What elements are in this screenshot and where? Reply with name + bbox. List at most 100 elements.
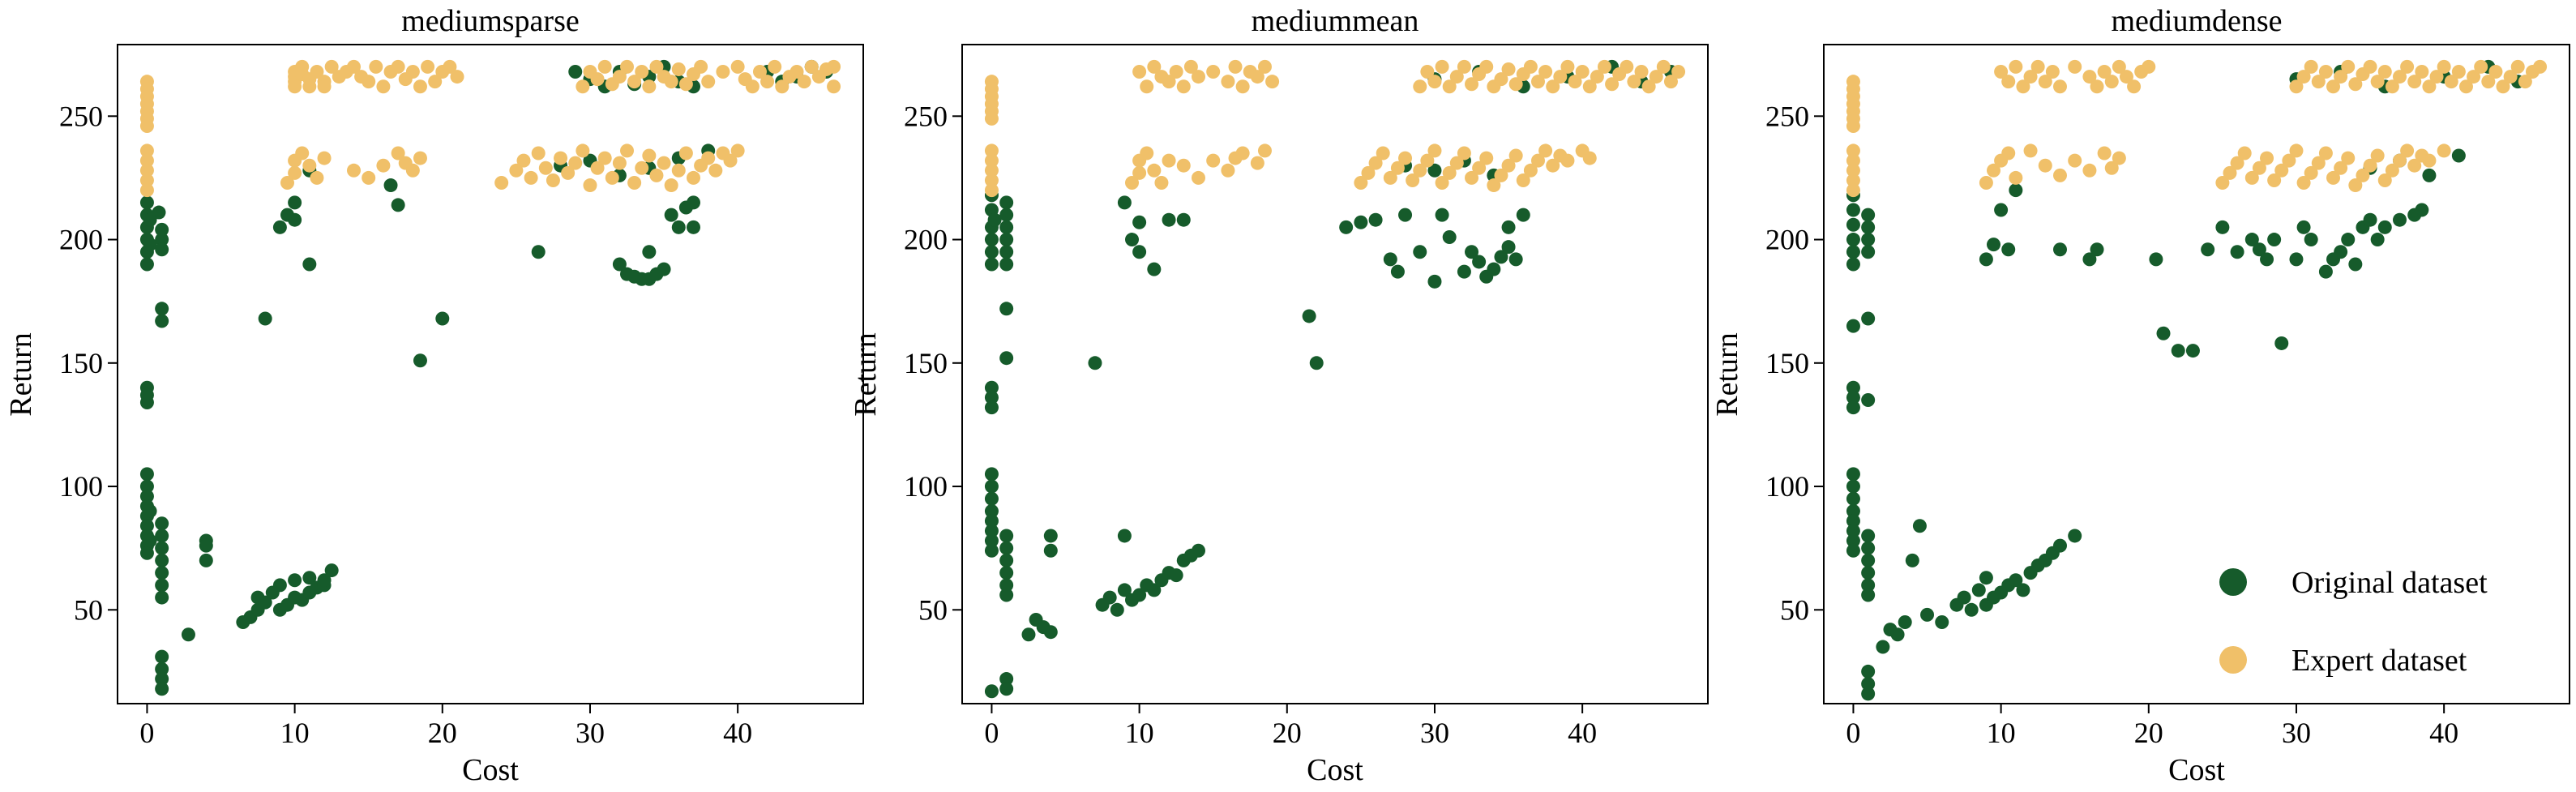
original-point xyxy=(139,519,154,533)
panel-mediumsparse: mediumsparse 0 10 20 30 40 50 100 150 200 250 Cos… xyxy=(4,4,864,787)
original-point xyxy=(1861,233,1876,247)
original-point xyxy=(391,198,405,212)
expert-point xyxy=(701,151,716,165)
expert-point xyxy=(280,176,295,191)
expert-point xyxy=(597,151,612,165)
original-point xyxy=(1861,245,1876,259)
original-point xyxy=(2149,252,2163,267)
original-point xyxy=(1339,220,1354,234)
x-axis-label: Cost xyxy=(462,753,519,787)
y-tick-label: 100 xyxy=(1765,470,1809,503)
expert-point xyxy=(554,151,568,165)
expert-point xyxy=(2326,79,2341,94)
expert-point xyxy=(2318,64,2333,79)
original-point xyxy=(139,195,154,210)
expert-point xyxy=(1530,75,1545,89)
original-point xyxy=(2289,252,2304,267)
original-point xyxy=(155,661,169,676)
expert-point xyxy=(310,170,324,185)
original-point xyxy=(152,205,166,220)
legend-item-expert: Expert dataset xyxy=(2219,644,2467,678)
original-point xyxy=(258,595,272,610)
expert-point xyxy=(701,75,716,89)
expert-point xyxy=(2341,151,2356,165)
original-point xyxy=(984,503,999,518)
expert-point xyxy=(1183,59,1198,74)
y-axis-label: Return xyxy=(4,332,38,416)
expert-point xyxy=(1582,79,1597,94)
original-point xyxy=(143,533,157,548)
expert-point xyxy=(1846,143,1860,158)
expert-point xyxy=(2104,75,2119,89)
expert-point xyxy=(413,151,427,165)
expert-point xyxy=(1620,59,1634,74)
original-point xyxy=(288,573,302,588)
original-point xyxy=(1501,220,1516,234)
expert-point xyxy=(649,168,664,182)
expert-point xyxy=(1449,70,1464,84)
expert-point xyxy=(2023,143,2038,158)
expert-point xyxy=(139,183,154,198)
original-point xyxy=(435,311,450,326)
original-point xyxy=(2090,242,2104,257)
original-point xyxy=(2370,233,2385,247)
original-point xyxy=(568,64,583,79)
expert-point xyxy=(1501,158,1516,173)
expert-point xyxy=(1140,146,1154,161)
expert-point xyxy=(421,59,435,74)
y-tick-label: 50 xyxy=(74,593,103,626)
original-point xyxy=(1021,627,1036,642)
expert-point xyxy=(1538,64,1553,79)
original-point xyxy=(2171,344,2185,358)
expert-point xyxy=(1501,62,1516,76)
original-point xyxy=(999,553,1014,567)
original-point xyxy=(2260,252,2274,267)
expert-point xyxy=(768,59,782,74)
expert-point xyxy=(1257,143,1272,158)
original-point xyxy=(999,578,1014,593)
expert-point xyxy=(2230,156,2244,170)
original-point xyxy=(1043,625,1058,640)
expert-point xyxy=(576,79,590,94)
legend: Original dataset Expert dataset xyxy=(2219,566,2488,678)
expert-point xyxy=(1508,148,1523,163)
expert-point xyxy=(1553,70,1568,84)
expert-point xyxy=(620,59,635,74)
axes: 0 10 20 30 40 50 100 150 200 250 xyxy=(59,100,752,749)
x-axis-label: Cost xyxy=(2168,753,2225,787)
expert-point xyxy=(2474,59,2488,74)
x-tick-label: 30 xyxy=(2282,717,2311,749)
original-point xyxy=(155,672,169,687)
y-tick-label: 150 xyxy=(904,347,948,379)
expert-point xyxy=(1516,173,1530,187)
original-point xyxy=(1846,233,1860,247)
original-point xyxy=(139,489,154,503)
expert-point xyxy=(1435,176,1449,191)
expert-point xyxy=(450,70,464,84)
original-point xyxy=(155,233,169,247)
original-point xyxy=(2052,538,2067,553)
original-point xyxy=(1846,533,1860,548)
expert-point xyxy=(1427,75,1442,89)
expert-point xyxy=(1154,176,1169,191)
original-point xyxy=(1398,208,1413,222)
original-point xyxy=(1846,543,1860,558)
x-tick-label: 0 xyxy=(139,717,154,749)
expert-point xyxy=(2385,163,2399,178)
expert-point xyxy=(984,173,999,187)
expert-point xyxy=(984,163,999,178)
original-point xyxy=(1110,602,1124,617)
expert-point xyxy=(1449,156,1464,170)
expert-point xyxy=(2097,146,2112,161)
expert-point xyxy=(2518,75,2532,89)
x-tick-label: 40 xyxy=(2429,717,2458,749)
expert-point xyxy=(2496,79,2510,94)
expert-point xyxy=(789,64,804,79)
expert-point xyxy=(2142,59,2156,74)
expert-point xyxy=(2415,64,2429,79)
expert-point xyxy=(2244,170,2259,185)
original-point xyxy=(2451,148,2466,163)
legend-label-original: Original dataset xyxy=(2291,566,2488,600)
expert-point xyxy=(1132,165,1147,180)
expert-point xyxy=(295,146,310,161)
